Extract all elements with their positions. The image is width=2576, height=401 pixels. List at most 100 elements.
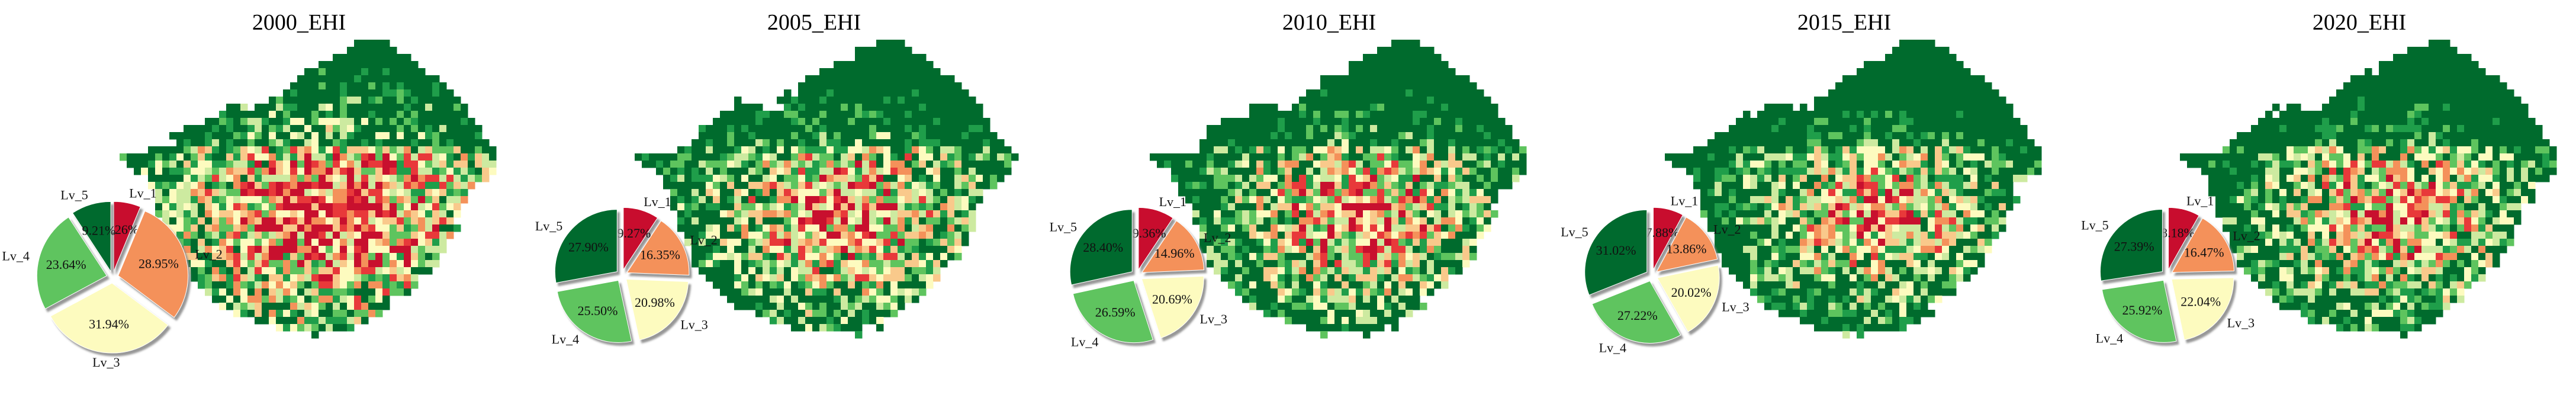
map-cell [1985,182,1992,190]
map-cell [390,274,397,282]
map-cell [1334,139,1342,147]
map-cell [169,210,177,218]
map-cell [347,267,355,275]
map-cell [1207,168,1214,175]
map-cell [155,153,163,161]
map-cell [354,75,362,83]
map-cell [677,182,685,190]
map-cell [677,161,685,168]
map-cell [1828,182,1836,190]
map-cell [926,168,934,175]
map-cell [933,168,941,175]
map-cell [1462,232,1470,239]
map-cell [446,217,454,225]
map-cell [1207,125,1214,133]
map-cell [1498,118,1506,126]
map-cell [262,132,269,140]
map-cell [191,139,198,147]
map-cell [1857,153,1864,161]
map-cell [940,246,948,254]
map-cell [1192,153,1200,161]
map-cell [446,111,454,118]
map-cell [841,125,848,133]
map-cell [425,217,433,225]
map-cell [1306,168,1314,175]
map-cell [1477,217,1484,225]
map-cell [826,296,834,303]
map-cell [1356,104,1363,111]
map-cell [404,125,411,133]
map-cell [1271,232,1278,239]
map-cell [340,303,348,310]
map-cell [1942,139,1950,147]
map-cell [418,246,426,254]
map-cell [212,118,220,126]
map-cell [1942,175,1950,182]
map-cell [734,118,742,126]
map-cell [1256,303,1264,310]
map-cell [1334,168,1342,175]
map-cell [1391,267,1399,275]
map-cell [1207,239,1214,246]
map-cell [898,288,905,296]
map-cell [755,132,763,140]
map-cell [1185,182,1193,190]
map-cell [354,224,362,232]
map-cell [1992,97,1999,104]
map-cell [755,232,763,239]
map-cell [1963,75,1971,83]
map-cell [1199,246,1207,254]
map-cell [1999,111,2006,118]
map-cell [1956,97,1964,104]
map-cell [184,232,191,239]
map-cell [1963,68,1971,76]
map-cell [784,246,792,254]
map-cell [898,260,905,268]
map-cell [311,132,319,140]
map-cell [898,232,905,239]
map-cell [834,267,841,275]
map-cell [219,168,227,175]
map-cell [677,217,685,225]
map-cell [361,125,369,133]
map-cell [1327,161,1335,168]
map-cell [368,118,376,126]
map-cell [219,288,227,296]
map-cell [368,89,376,97]
map-cell [1814,125,1822,133]
map-cell [2006,203,2014,211]
map-cell [1356,274,1363,282]
map-cell [1455,232,1463,239]
map-cell [382,153,390,161]
map-cell [947,203,955,211]
map-cell [1743,132,1751,140]
map-cell [1413,139,1420,147]
map-cell [1949,139,1957,147]
map-cell [791,232,799,239]
map-cell [848,118,856,126]
map-cell [262,253,269,261]
map-cell [233,175,241,182]
map-cell [1441,196,1449,204]
map-cell [1956,75,1964,83]
map-cell [425,168,433,175]
map-cell [340,317,348,325]
map-cell [1171,153,1179,161]
map-cell [1406,47,1413,54]
map-cell [1334,132,1342,140]
map-cell [226,168,234,175]
map-cell [947,146,955,154]
map-cell [1370,54,1378,62]
map-cell [919,82,927,90]
map-cell [1455,97,1463,104]
map-cell [1221,196,1228,204]
map-cell [848,68,856,76]
map-cell [1484,111,1491,118]
map-cell [1420,54,1427,62]
map-cell [1306,210,1314,218]
map-cell [226,239,234,246]
map-cell [1320,246,1328,254]
map-cell [134,161,141,168]
map-cell [699,267,706,275]
